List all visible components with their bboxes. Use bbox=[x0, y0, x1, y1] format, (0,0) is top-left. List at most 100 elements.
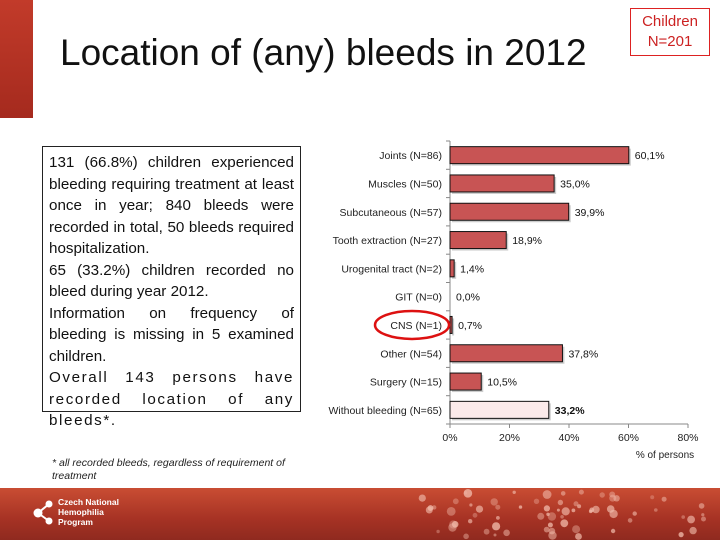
summary-textbox: 131 (66.8%) children experienced bleedin… bbox=[42, 146, 301, 429]
x-tick-label: 20% bbox=[499, 432, 520, 444]
decorative-dot bbox=[547, 512, 557, 521]
decorative-dot bbox=[610, 528, 616, 534]
decorative-dot bbox=[575, 533, 582, 540]
decorative-dot bbox=[560, 491, 566, 496]
decorative-dot bbox=[560, 519, 569, 528]
category-label: Subcutaneous (N=57) bbox=[340, 207, 442, 219]
footnote: * all recorded bleeds, regardless of req… bbox=[52, 457, 285, 482]
decorative-dot bbox=[689, 526, 697, 535]
decorative-dot bbox=[446, 507, 456, 516]
decorative-dot bbox=[627, 518, 633, 523]
decorative-dot bbox=[436, 529, 440, 534]
bar bbox=[449, 231, 507, 250]
summary-paragraph: Information on frequency of bleeding is … bbox=[49, 304, 294, 365]
decorative-dot bbox=[592, 505, 600, 514]
slide-title: Location of (any) bleeds in 2012 bbox=[60, 32, 587, 73]
accent-bar bbox=[0, 0, 33, 118]
badge-label: Children bbox=[642, 13, 698, 30]
decorative-dot bbox=[493, 533, 497, 537]
decorative-dot bbox=[463, 491, 468, 495]
decorative-dot bbox=[632, 511, 637, 516]
decorative-dot bbox=[503, 529, 510, 537]
footer-band bbox=[0, 488, 720, 540]
decorative-dot bbox=[588, 509, 593, 514]
decorative-dot bbox=[609, 491, 616, 498]
decorative-dot bbox=[472, 512, 478, 518]
decorative-dot bbox=[475, 505, 484, 513]
decorative-dot bbox=[573, 501, 579, 507]
decorative-dot bbox=[546, 512, 550, 516]
decorative-dot bbox=[678, 532, 684, 538]
decorative-dot bbox=[560, 515, 564, 519]
category-label: Without bleeding (N=65) bbox=[328, 405, 442, 417]
decorative-dot bbox=[543, 526, 550, 533]
decorative-dot bbox=[701, 513, 705, 517]
decorative-dot bbox=[463, 489, 473, 498]
x-axis-label: % of persons bbox=[636, 450, 694, 461]
decorative-dot bbox=[556, 508, 560, 512]
data-label: 18,9% bbox=[512, 235, 542, 247]
decorative-dot bbox=[661, 496, 667, 502]
decorative-dot bbox=[518, 505, 523, 509]
bar bbox=[449, 259, 455, 278]
category-label: CNS (N=1) bbox=[390, 320, 442, 332]
summary-paragraph: Overall 143 persons have recorded locati… bbox=[49, 369, 294, 429]
data-label: 39,9% bbox=[575, 207, 605, 219]
decorative-dot bbox=[548, 531, 557, 540]
decorative-dot bbox=[468, 519, 473, 524]
decorative-dot bbox=[543, 505, 550, 512]
decorative-dot bbox=[537, 512, 545, 520]
badge-count: N=201 bbox=[647, 33, 693, 50]
bar bbox=[449, 202, 570, 221]
decorative-dot bbox=[452, 498, 459, 505]
bar bbox=[449, 315, 453, 334]
data-label: 33,2% bbox=[555, 405, 585, 417]
category-label: Muscles (N=50) bbox=[368, 178, 442, 190]
category-label: Tooth extraction (N=27) bbox=[333, 235, 442, 247]
data-label: 60,1% bbox=[635, 150, 665, 162]
decorative-dot bbox=[483, 528, 490, 535]
decorative-dot bbox=[599, 492, 605, 498]
data-label: 0,7% bbox=[458, 320, 482, 332]
category-label: Other (N=54) bbox=[380, 348, 442, 360]
decorative-dot bbox=[561, 507, 570, 516]
bar-chart: Joints (N=86) 60,1% Muscles (N=50) 35,0% Sub… bbox=[328, 140, 699, 461]
bar bbox=[449, 344, 563, 363]
logo-text: Czech National Hemophilia Program bbox=[58, 497, 119, 527]
decorative-dot bbox=[533, 498, 540, 504]
decorative-dot bbox=[492, 522, 501, 531]
logo-icon bbox=[33, 500, 53, 525]
summary-paragraph: 65 (33.2%) children recorded no bleed du… bbox=[49, 261, 294, 301]
decorative-dot bbox=[427, 505, 434, 511]
x-tick-label: 0% bbox=[442, 432, 457, 444]
category-label: GIT (N=0) bbox=[395, 292, 442, 304]
decorative-dot bbox=[512, 490, 516, 494]
category-label: Surgery (N=15) bbox=[370, 377, 442, 389]
data-label: 0,0% bbox=[456, 292, 480, 304]
decorative-dot bbox=[698, 503, 705, 509]
logo-line: Program bbox=[58, 517, 93, 527]
category-label: Joints (N=86) bbox=[379, 150, 442, 162]
decorative-dot bbox=[606, 505, 615, 513]
cohort-badge: Children N=201 bbox=[630, 8, 710, 56]
decorative-dot bbox=[577, 504, 582, 509]
decorative-dot bbox=[654, 508, 658, 512]
data-label: 1,4% bbox=[460, 263, 484, 275]
bar bbox=[449, 400, 550, 419]
summary-paragraph: 131 (66.8%) children experienced bleedin… bbox=[49, 154, 294, 257]
category-label: Urogenital tract (N=2) bbox=[341, 263, 442, 275]
decorative-dot bbox=[542, 490, 552, 499]
decorative-dot bbox=[571, 508, 576, 513]
decorative-dot bbox=[490, 498, 498, 506]
bar-shadow bbox=[452, 318, 455, 336]
decorative-dot bbox=[495, 504, 501, 510]
decorative-dot bbox=[463, 533, 469, 540]
decorative-dot bbox=[418, 494, 426, 502]
data-label: 10,5% bbox=[487, 377, 517, 389]
x-tick-label: 60% bbox=[618, 432, 639, 444]
decorative-dot bbox=[578, 489, 584, 495]
bar bbox=[449, 146, 630, 165]
logo-line: Czech National bbox=[58, 497, 119, 507]
decorative-dot bbox=[557, 499, 564, 506]
decorative-dot bbox=[609, 494, 617, 502]
